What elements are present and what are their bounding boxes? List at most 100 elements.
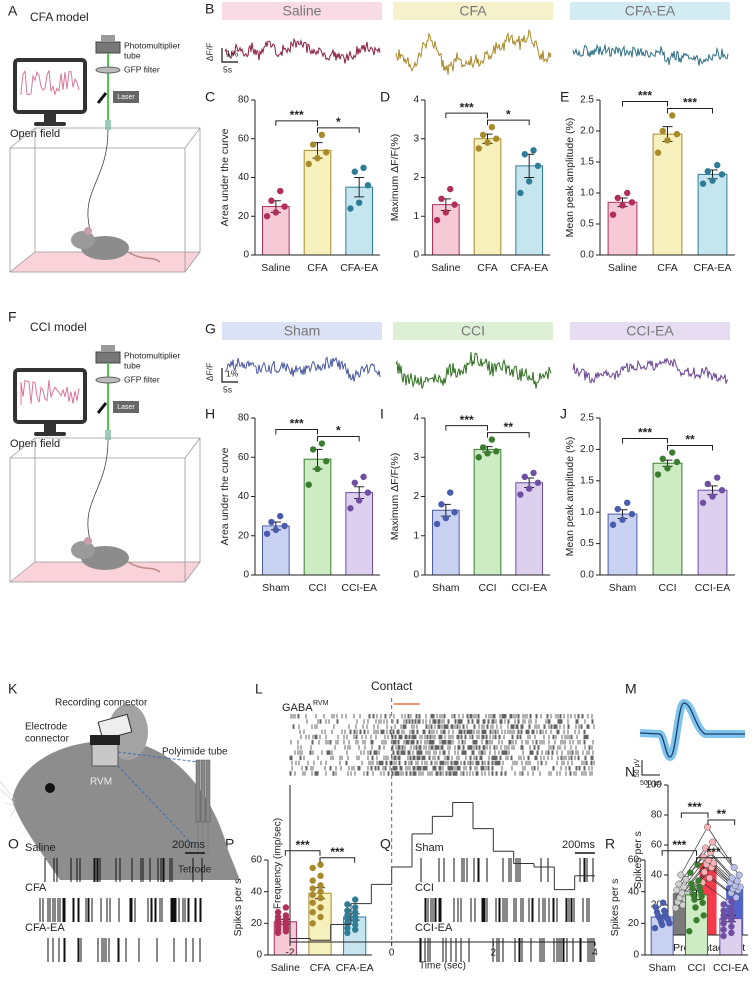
laser-label: Laser: [117, 404, 135, 411]
y-tick-label: 4: [413, 95, 419, 106]
data-point: [661, 907, 668, 914]
data-point: [323, 149, 330, 156]
monitor-base: [34, 122, 66, 126]
row-label: Sham: [415, 842, 444, 854]
significance-label: ***: [460, 413, 474, 427]
data-point: [263, 213, 271, 220]
data-point: [675, 880, 683, 888]
x-tick-label: CCI-EA: [713, 962, 749, 974]
data-point: [718, 487, 726, 494]
data-point: [691, 896, 698, 903]
y-tick-label: 3: [413, 133, 419, 144]
data-point: [534, 162, 542, 170]
x-tick-label: CCI: [658, 582, 676, 594]
data-point: [720, 932, 727, 940]
data-point: [352, 909, 359, 916]
significance-bracket: [667, 445, 713, 451]
data-point: [484, 450, 491, 457]
x-tick-label: Sham: [609, 582, 637, 594]
mouse-head: [71, 231, 95, 249]
header-band: [570, 322, 730, 340]
significance-bracket: [319, 857, 356, 863]
arena-floor: [10, 562, 200, 582]
data-point: [364, 489, 372, 496]
data-point: [680, 883, 688, 891]
panel-letter: E: [560, 89, 569, 105]
panel-letter: J: [560, 406, 567, 422]
data-point: [314, 465, 321, 473]
region-label: RVM: [90, 777, 112, 788]
data-point: [352, 926, 359, 933]
data-point: [733, 877, 741, 885]
scale-x-label: 5s: [223, 384, 232, 394]
y-tick-label: 60: [628, 855, 640, 866]
data-point: [653, 909, 661, 916]
data-point: [263, 530, 271, 537]
trace-ylabel: ΔF/F: [204, 43, 214, 61]
fluorescence-trace: [572, 357, 729, 384]
data-point: [484, 139, 491, 146]
panel-letter: R: [605, 836, 615, 852]
recording-label: Recording connector: [55, 698, 148, 709]
x-tick-label: CFA: [477, 262, 497, 274]
y-tick-label: 100: [645, 780, 662, 791]
y-tick-label: 2.5: [580, 95, 594, 106]
significance-bracket: [317, 436, 360, 442]
y-tick-label: 0: [413, 570, 419, 581]
y-tick-label: 40: [251, 886, 263, 897]
fluorescence-trace: [572, 43, 729, 66]
data-point: [433, 520, 441, 528]
data-point: [317, 861, 324, 868]
data-point: [609, 211, 617, 218]
guide-line: [117, 765, 199, 851]
y-tick-label: 60: [651, 840, 663, 851]
y-tick-label: 2.5: [580, 413, 594, 424]
laser-label: Laser: [117, 94, 135, 101]
scale-label: 200ms: [562, 839, 596, 851]
data-point: [305, 481, 312, 488]
panel-letter: K: [8, 681, 18, 697]
data-point: [305, 160, 312, 168]
gfp-filter: [95, 66, 121, 74]
laser: [113, 91, 139, 103]
monitor-stand: [44, 113, 56, 123]
significance-label: **: [504, 420, 514, 434]
scale-y-label: 1%: [226, 48, 239, 58]
significance-label: ***: [672, 838, 686, 852]
y-tick-label: 1.5: [580, 157, 594, 168]
y-tick-label: 2: [413, 491, 419, 502]
data-point: [323, 457, 330, 465]
significance-label: ***: [330, 845, 344, 859]
data-point: [493, 135, 500, 142]
data-point: [493, 448, 500, 455]
data-point: [609, 521, 617, 528]
data-point: [317, 888, 324, 895]
x-tick-label: 2: [491, 948, 497, 959]
x-tick-label: 0: [389, 948, 395, 959]
data-point: [672, 904, 680, 912]
data-point: [614, 194, 621, 202]
data-point: [728, 929, 735, 937]
pmt: [95, 41, 121, 54]
mouse-ear: [84, 227, 92, 235]
y-tick-label: 20: [238, 211, 250, 222]
data-point: [682, 876, 690, 883]
panel-letter: L: [255, 681, 263, 697]
data-point: [347, 505, 354, 512]
data-point: [705, 856, 712, 864]
data-point: [664, 137, 671, 144]
scale-x-label: 5s: [223, 64, 232, 74]
filter-label: GFP filter: [124, 64, 160, 74]
data-point: [352, 913, 359, 921]
polyimide-tube: [205, 759, 211, 823]
data-point: [525, 178, 533, 185]
header-label: CFA-EA: [625, 3, 676, 19]
data-point: [309, 899, 316, 906]
waveform: [639, 702, 745, 758]
data-point: [702, 844, 709, 852]
fluorescence-trace: [224, 37, 381, 64]
diagram-title: CCI model: [30, 320, 87, 334]
data-point: [624, 189, 631, 197]
panel-letter: M: [625, 681, 637, 697]
pmt-top: [101, 35, 115, 42]
